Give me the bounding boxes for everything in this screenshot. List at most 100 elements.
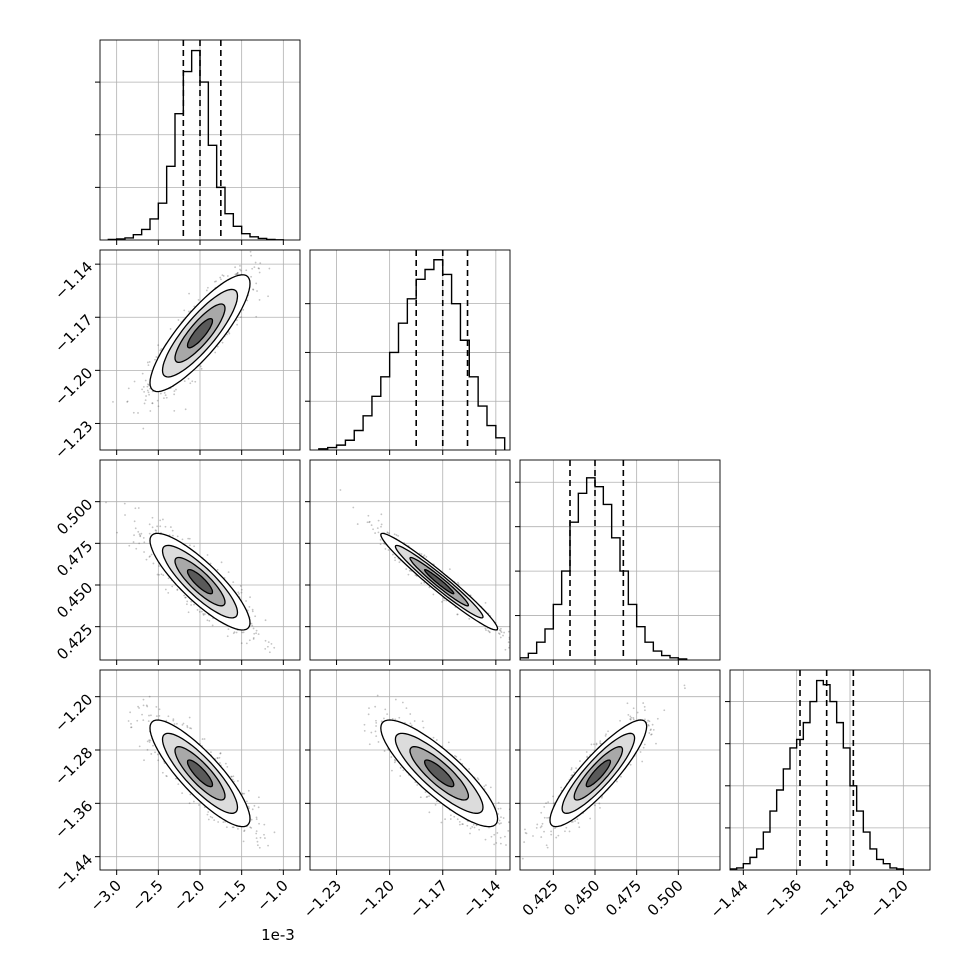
scatter-point [116, 531, 118, 534]
scatter-point [641, 760, 644, 763]
scatter-point [165, 396, 168, 399]
scatter-point [256, 844, 259, 847]
scatter-point [258, 267, 260, 270]
scatter-point [190, 727, 193, 730]
scatter-point [263, 823, 266, 826]
histogram-panel-0 [95, 39, 301, 245]
scatter-point [165, 774, 168, 777]
contour-line [394, 544, 484, 619]
scatter-point [167, 577, 170, 580]
scatter-point [155, 705, 158, 708]
scatter-point [215, 280, 217, 283]
scatter-point [171, 585, 174, 588]
scatter-point [306, 882, 308, 884]
scatter-point [139, 535, 142, 538]
scatter-point [236, 273, 239, 276]
scatter-point [250, 622, 253, 625]
scatter-point [629, 718, 632, 720]
scatter-point [216, 756, 219, 759]
contour-line [161, 544, 239, 619]
scatter-point [203, 738, 206, 740]
scatter-point [152, 562, 155, 565]
scatter-point [570, 774, 573, 777]
scatter-point [190, 600, 193, 603]
scatter-point [188, 310, 190, 313]
scatter-point [226, 275, 229, 277]
scatter-point [227, 628, 230, 631]
contour-line [161, 288, 239, 378]
scatter-point [126, 400, 129, 403]
scatter-point [498, 629, 501, 631]
scatter-panel-1-2 [305, 459, 522, 665]
scatter-point [231, 826, 234, 829]
scatter-point [240, 316, 242, 319]
scatter-point [250, 818, 253, 821]
scatter-point [394, 759, 397, 762]
density-fill [424, 760, 454, 787]
scatter-point [493, 843, 496, 846]
scatter-point [393, 533, 396, 536]
scatter-point [428, 586, 431, 589]
scatter-point [500, 816, 502, 819]
scatter-point [186, 725, 189, 727]
contour-line [186, 568, 214, 595]
scatter-point [225, 826, 228, 829]
scatter-point [155, 529, 158, 532]
scatter-point [193, 545, 196, 548]
scatter-point [143, 551, 145, 553]
scatter-point [520, 649, 522, 651]
scatter-point [560, 786, 563, 789]
scatter-point [399, 766, 402, 769]
scatter-point [394, 718, 397, 721]
scatter-point [213, 819, 216, 822]
scatter-point [149, 555, 151, 557]
scatter-point [171, 529, 174, 532]
scatter-point [148, 556, 151, 558]
scatter-point [426, 795, 429, 798]
scatter-point [200, 610, 203, 613]
scatter-point [245, 800, 248, 803]
scatter-point [186, 600, 189, 603]
contour-line [174, 556, 226, 607]
scatter-point [251, 624, 254, 627]
scatter-point [187, 377, 190, 380]
scatter-point [421, 720, 424, 723]
scatter-point [565, 826, 568, 829]
scatter-point [145, 395, 147, 397]
scatter-point [370, 731, 373, 734]
scatter-point [154, 358, 156, 361]
scatter-point [163, 391, 166, 394]
scatter-point [141, 713, 143, 716]
scatter-point [367, 514, 370, 517]
scatter-point [245, 269, 248, 272]
scatter-point [484, 784, 487, 787]
scatter-point [511, 643, 513, 645]
panel-frame [309, 669, 511, 871]
scatter-point [630, 716, 633, 719]
scatter-point [379, 543, 382, 546]
scatter-point [181, 723, 184, 726]
scatter-panel-0-1: −1.23−1.20−1.17−1.14 [51, 249, 301, 462]
scatter-point [264, 647, 267, 650]
scatter-point [160, 573, 163, 576]
scatter-point [249, 596, 251, 599]
x-tick-label-param-1: −1.14 [459, 876, 504, 921]
scatter-point [500, 822, 502, 825]
scatter-point [493, 833, 496, 836]
scatter-point [149, 410, 152, 412]
contour-line [174, 746, 226, 801]
scatter-point [159, 349, 162, 352]
scatter-point [595, 742, 598, 745]
scatter-point [384, 548, 387, 550]
scatter-point [510, 633, 512, 635]
scatter-point [151, 526, 154, 529]
scatter-point [257, 267, 260, 270]
scatter-point [137, 530, 140, 533]
scatter-point [130, 726, 133, 729]
scatter-point [162, 574, 165, 577]
scatter-point [128, 544, 131, 547]
scatter-point [498, 822, 501, 825]
scatter-point [206, 554, 209, 556]
scatter-point [456, 613, 459, 616]
